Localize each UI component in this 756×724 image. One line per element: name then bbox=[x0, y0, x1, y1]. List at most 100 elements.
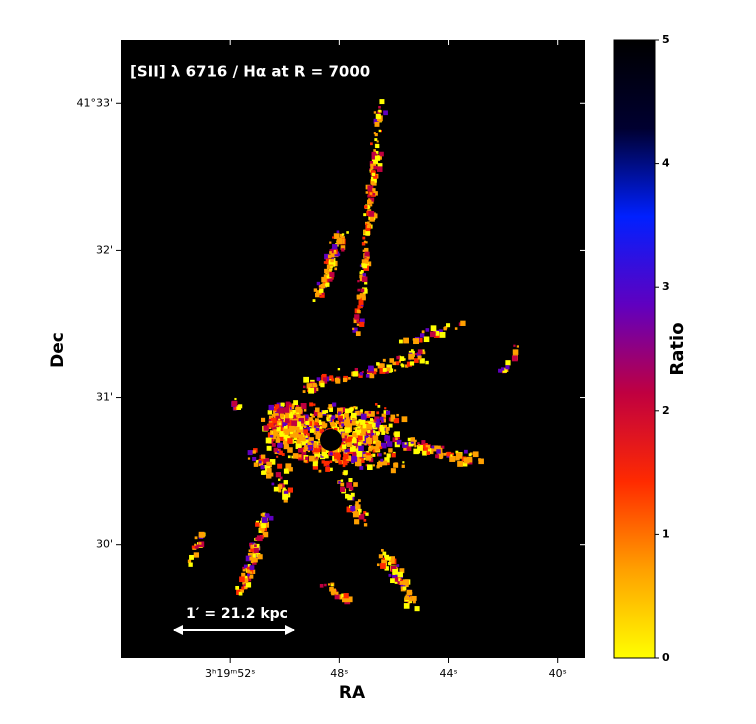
emission-pixel bbox=[349, 486, 354, 491]
emission-pixel bbox=[362, 263, 368, 269]
emission-pixel bbox=[252, 456, 257, 462]
emission-pixel bbox=[242, 568, 246, 572]
emission-pixel bbox=[255, 459, 259, 463]
emission-pixel bbox=[313, 421, 319, 426]
emission-pixel bbox=[319, 292, 325, 298]
emission-pixel bbox=[307, 421, 312, 426]
emission-pixel bbox=[332, 402, 337, 407]
emission-pixel bbox=[338, 454, 342, 458]
emission-pixel bbox=[354, 417, 358, 420]
emission-pixel bbox=[266, 423, 270, 427]
emission-pixel bbox=[403, 603, 410, 609]
emission-pixel bbox=[397, 578, 401, 582]
emission-pixel bbox=[334, 458, 337, 462]
emission-pixel bbox=[340, 236, 345, 241]
emission-pixel bbox=[251, 560, 257, 565]
emission-pixel bbox=[356, 455, 361, 461]
emission-pixel bbox=[240, 589, 244, 593]
emission-pixel bbox=[295, 421, 302, 427]
emission-pixel bbox=[350, 492, 355, 497]
emission-pixel bbox=[422, 442, 428, 449]
emission-pixel bbox=[391, 453, 396, 458]
emission-pixel bbox=[315, 407, 320, 413]
emission-pixel bbox=[356, 323, 360, 326]
emission-pixel bbox=[367, 199, 372, 205]
emission-pixel bbox=[313, 432, 316, 435]
emission-pixel bbox=[351, 438, 357, 444]
emission-pixel bbox=[342, 377, 348, 383]
emission-pixel bbox=[511, 355, 518, 362]
emission-pixel bbox=[377, 163, 383, 169]
emission-pixel bbox=[293, 400, 299, 406]
emission-pixel bbox=[238, 591, 243, 596]
emission-pixel bbox=[349, 407, 354, 412]
emission-pixel bbox=[303, 425, 307, 428]
emission-pixel bbox=[352, 371, 358, 377]
emission-pixel bbox=[346, 482, 352, 488]
emission-pixel bbox=[307, 445, 310, 448]
emission-pixel bbox=[336, 230, 340, 234]
emission-pixel bbox=[341, 444, 344, 447]
emission-pixel bbox=[382, 460, 388, 466]
emission-pixel bbox=[347, 494, 353, 501]
emission-pixel bbox=[283, 427, 287, 431]
emission-pixel bbox=[194, 544, 199, 549]
emission-pixel bbox=[403, 579, 410, 586]
emission-pixel bbox=[344, 412, 349, 418]
x-tick-label: 48ˢ bbox=[330, 667, 348, 680]
emission-pixel bbox=[505, 365, 510, 370]
emission-pixel bbox=[363, 440, 366, 444]
emission-pixel bbox=[245, 575, 252, 582]
emission-pixel bbox=[278, 450, 283, 455]
emission-pixel bbox=[335, 589, 338, 592]
emission-pixel bbox=[324, 268, 329, 274]
emission-pixel bbox=[422, 450, 427, 456]
emission-pixel bbox=[359, 466, 364, 470]
emission-pixel bbox=[439, 331, 446, 338]
emission-pixel bbox=[446, 451, 452, 457]
emission-pixel bbox=[314, 458, 317, 461]
emission-pixel bbox=[387, 462, 390, 466]
emission-pixel bbox=[279, 436, 284, 441]
emission-pixel bbox=[256, 535, 263, 542]
emission-pixel bbox=[275, 415, 281, 422]
y-axis-label: Dec bbox=[48, 332, 68, 368]
emission-pixel bbox=[369, 411, 375, 417]
emission-pixel bbox=[364, 247, 369, 253]
emission-pixel bbox=[374, 431, 380, 436]
emission-pixel bbox=[344, 408, 350, 414]
emission-pixel bbox=[373, 118, 379, 124]
emission-pixel bbox=[330, 422, 336, 427]
emission-pixel bbox=[379, 367, 386, 374]
emission-pixel bbox=[315, 427, 320, 432]
emission-pixel bbox=[313, 442, 318, 447]
emission-pixel bbox=[381, 430, 386, 435]
colorbar-tick-label: 0 bbox=[662, 651, 670, 664]
emission-pixel bbox=[243, 564, 248, 569]
emission-pixel bbox=[359, 271, 363, 275]
emission-pixel bbox=[268, 404, 274, 411]
emission-pixel bbox=[375, 113, 381, 119]
emission-pixel bbox=[306, 383, 311, 388]
colorbar-tick-label: 1 bbox=[662, 527, 670, 540]
emission-pixel bbox=[271, 426, 277, 431]
emission-pixel bbox=[501, 367, 505, 371]
emission-pixel bbox=[349, 409, 353, 413]
emission-pixel bbox=[364, 410, 370, 417]
emission-pixel bbox=[402, 586, 407, 591]
emission-pixel bbox=[417, 355, 422, 360]
emission-pixel bbox=[363, 240, 367, 243]
emission-pixel bbox=[398, 360, 401, 363]
emission-pixel bbox=[331, 584, 334, 587]
emission-pixel bbox=[367, 429, 371, 434]
emission-pixel bbox=[276, 430, 280, 434]
emission-pixel bbox=[371, 422, 376, 428]
emission-pixel bbox=[325, 282, 330, 287]
emission-pixel bbox=[303, 459, 308, 463]
emission-pixel bbox=[343, 470, 348, 475]
emission-pixel bbox=[247, 457, 251, 460]
emission-pixel bbox=[312, 382, 317, 388]
emission-pixel bbox=[357, 410, 363, 416]
emission-pixel bbox=[287, 487, 293, 493]
emission-pixel bbox=[288, 425, 295, 432]
